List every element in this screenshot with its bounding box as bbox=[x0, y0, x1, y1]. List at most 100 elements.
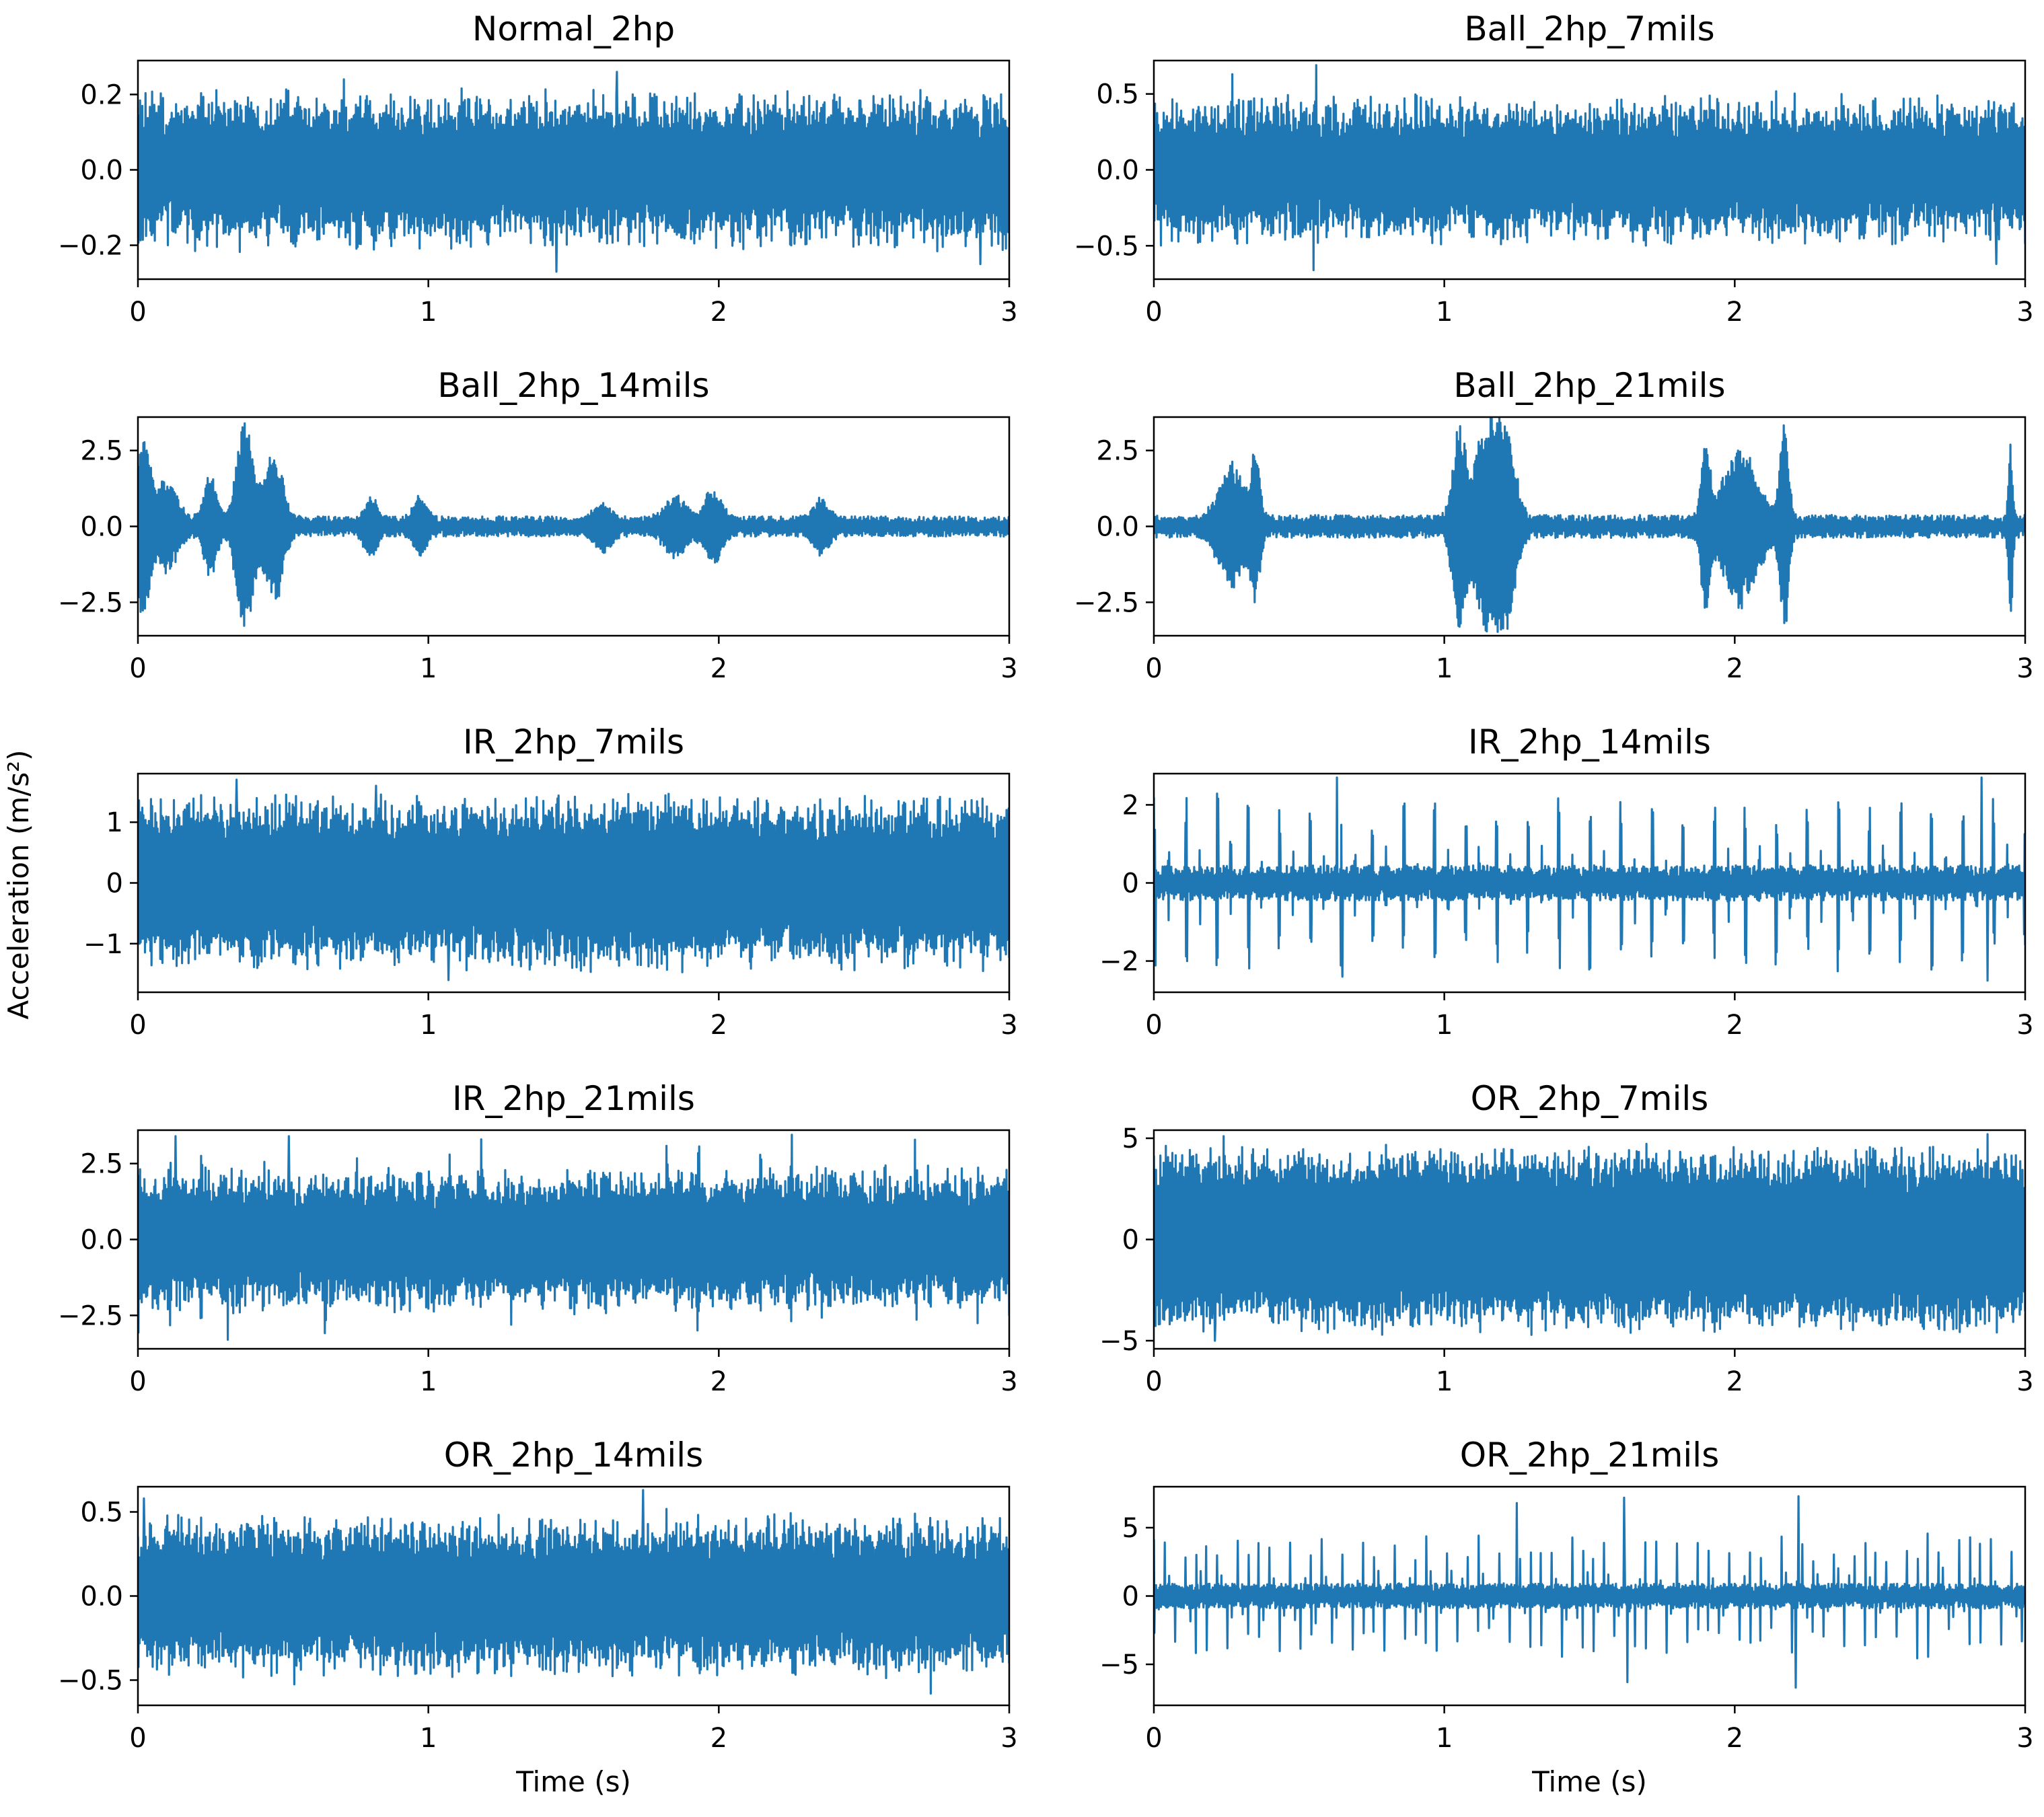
x-tick-label: 1 bbox=[420, 1010, 437, 1041]
x-tick-label: 0 bbox=[1145, 1366, 1162, 1397]
x-tick-label: 2 bbox=[710, 297, 727, 328]
y-tick-label: −2.5 bbox=[1074, 587, 1139, 618]
y-tick-label: 0.0 bbox=[80, 155, 123, 186]
y-tick-label: 0 bbox=[1122, 1225, 1139, 1256]
subplot-title: Ball_2hp_21mils bbox=[1453, 366, 1725, 405]
x-tick-label: 3 bbox=[1000, 297, 1017, 328]
y-tick-label: 0.0 bbox=[80, 512, 123, 543]
signal-series bbox=[1154, 1495, 2025, 1689]
y-tick-label: 0.0 bbox=[80, 1225, 123, 1256]
x-tick-label: 0 bbox=[129, 1010, 146, 1041]
x-tick-label: 3 bbox=[1000, 653, 1017, 684]
y-tick-label: 1 bbox=[106, 807, 123, 838]
y-tick-label: −0.5 bbox=[58, 1666, 123, 1697]
subplot-ir-2hp-14mils: IR_2hp_14mils 0 1 2 3 2 0 −2 bbox=[1099, 722, 2034, 1041]
x-tick-label: 1 bbox=[1436, 1366, 1453, 1397]
x-tick-label: 3 bbox=[1000, 1723, 1017, 1754]
signal-series bbox=[138, 71, 1009, 273]
signal-series bbox=[1154, 776, 2025, 982]
subplot-title: Ball_2hp_7mils bbox=[1464, 9, 1714, 48]
x-tick-label: 2 bbox=[1726, 1366, 1743, 1397]
y-tick-label: −5 bbox=[1099, 1649, 1139, 1680]
subplot-or-2hp-14mils: OR_2hp_14mils 0 1 2 3 0.5 0.0 −0.5 Time (s) bbox=[58, 1436, 1018, 1798]
y-tick-label: −5 bbox=[1099, 1326, 1139, 1357]
y-tick-label: −2 bbox=[1099, 947, 1139, 977]
signal-series bbox=[138, 1134, 1009, 1341]
subplot-ball-2hp-7mils: Ball_2hp_7mils 0 1 2 3 0.5 0.0 −0.5 bbox=[1074, 9, 2034, 328]
subplot-title: Ball_2hp_14mils bbox=[437, 366, 709, 405]
x-tick-label: 3 bbox=[2016, 1010, 2033, 1041]
x-tick-label: 2 bbox=[710, 1010, 727, 1041]
x-tick-label: 1 bbox=[420, 1723, 437, 1754]
x-tick-label: 2 bbox=[1726, 1723, 1743, 1754]
subplot-ir-2hp-7mils: IR_2hp_7mils 0 1 2 3 1 0 −1 bbox=[83, 722, 1018, 1041]
x-tick-label: 1 bbox=[1436, 297, 1453, 328]
y-tick-label: −2.5 bbox=[58, 587, 123, 618]
subplot-title: IR_2hp_21mils bbox=[452, 1079, 695, 1118]
x-tick-label: 0 bbox=[129, 1366, 146, 1397]
y-tick-label: 2.5 bbox=[1096, 436, 1139, 467]
signal-series bbox=[138, 1489, 1009, 1695]
x-tick-label: 0 bbox=[1145, 297, 1162, 328]
subplot-title: OR_2hp_7mils bbox=[1471, 1079, 1709, 1118]
subplot-title: IR_2hp_14mils bbox=[1468, 722, 1711, 762]
shared-y-axis-label: Acceleration (m/s²) bbox=[2, 750, 35, 1020]
x-axis-label: Time (s) bbox=[1531, 1765, 1647, 1798]
y-tick-label: 0.5 bbox=[80, 1497, 123, 1528]
x-tick-label: 3 bbox=[2016, 1366, 2033, 1397]
signal-series bbox=[1154, 1133, 2025, 1342]
x-tick-label: 0 bbox=[1145, 1010, 1162, 1041]
x-tick-label: 0 bbox=[129, 297, 146, 328]
y-tick-label: 2 bbox=[1122, 790, 1139, 821]
x-tick-label: 3 bbox=[1000, 1366, 1017, 1397]
y-tick-label: 5 bbox=[1122, 1513, 1139, 1544]
y-tick-label: 0 bbox=[1122, 868, 1139, 899]
y-tick-label: −1 bbox=[83, 929, 123, 960]
x-tick-label: 2 bbox=[710, 1723, 727, 1754]
subplot-title: OR_2hp_14mils bbox=[444, 1436, 704, 1475]
y-tick-label: −2.5 bbox=[58, 1300, 123, 1331]
signal-series bbox=[1154, 417, 2025, 633]
subplot-title: Normal_2hp bbox=[472, 9, 675, 48]
x-tick-label: 1 bbox=[420, 653, 437, 684]
y-tick-label: 0.0 bbox=[80, 1582, 123, 1612]
y-tick-label: 0 bbox=[1122, 1582, 1139, 1612]
subplot-title: IR_2hp_7mils bbox=[463, 722, 684, 762]
x-tick-label: 1 bbox=[1436, 653, 1453, 684]
x-tick-label: 2 bbox=[710, 653, 727, 684]
x-tick-label: 0 bbox=[1145, 1723, 1162, 1754]
x-tick-label: 2 bbox=[1726, 1010, 1743, 1041]
signal-series bbox=[1154, 64, 2025, 272]
y-tick-label: 0.5 bbox=[1096, 79, 1139, 110]
x-tick-label: 3 bbox=[2016, 653, 2033, 684]
x-tick-label: 2 bbox=[710, 1366, 727, 1397]
x-tick-label: 1 bbox=[420, 1366, 437, 1397]
subplot-ball-2hp-14mils: Ball_2hp_14mils 0 1 2 3 2.5 0.0 −2.5 bbox=[58, 366, 1018, 684]
y-tick-label: 0.2 bbox=[80, 79, 123, 110]
y-tick-label: 0 bbox=[106, 868, 123, 899]
x-tick-label: 3 bbox=[1000, 1010, 1017, 1041]
y-tick-label: 2.5 bbox=[80, 1149, 123, 1180]
x-tick-label: 2 bbox=[1726, 297, 1743, 328]
subplot-normal-2hp: Normal_2hp 0 1 2 3 0.2 0.0 −0.2 bbox=[58, 9, 1018, 328]
subplot-or-2hp-21mils: OR_2hp_21mils 0 1 2 3 5 0 −5 Time (s) bbox=[1099, 1436, 2034, 1798]
signal-series bbox=[138, 778, 1009, 981]
x-tick-label: 0 bbox=[129, 653, 146, 684]
subplot-grid: Normal_2hp 0 1 2 3 0.2 0.0 −0.2 Ball_2hp_7mils 0 1… bbox=[58, 9, 2034, 1798]
x-tick-label: 1 bbox=[1436, 1010, 1453, 1041]
y-tick-label: 0.0 bbox=[1096, 155, 1139, 186]
y-tick-label: 5 bbox=[1122, 1123, 1139, 1154]
x-axis-label: Time (s) bbox=[515, 1765, 631, 1798]
y-tick-label: 0.0 bbox=[1096, 512, 1139, 543]
subplot-ball-2hp-21mils: Ball_2hp_21mils 0 1 2 3 2.5 0.0 −2.5 bbox=[1074, 366, 2034, 684]
x-tick-label: 3 bbox=[2016, 1723, 2033, 1754]
y-tick-label: −0.2 bbox=[58, 231, 123, 262]
x-tick-label: 0 bbox=[1145, 653, 1162, 684]
x-tick-label: 1 bbox=[1436, 1723, 1453, 1754]
signal-series bbox=[138, 422, 1009, 627]
y-tick-label: −0.5 bbox=[1074, 231, 1139, 262]
subplot-ir-2hp-21mils: IR_2hp_21mils 0 1 2 3 2.5 0.0 −2.5 bbox=[58, 1079, 1018, 1397]
subplot-title: OR_2hp_21mils bbox=[1460, 1436, 1720, 1475]
y-tick-label: 2.5 bbox=[80, 436, 123, 467]
